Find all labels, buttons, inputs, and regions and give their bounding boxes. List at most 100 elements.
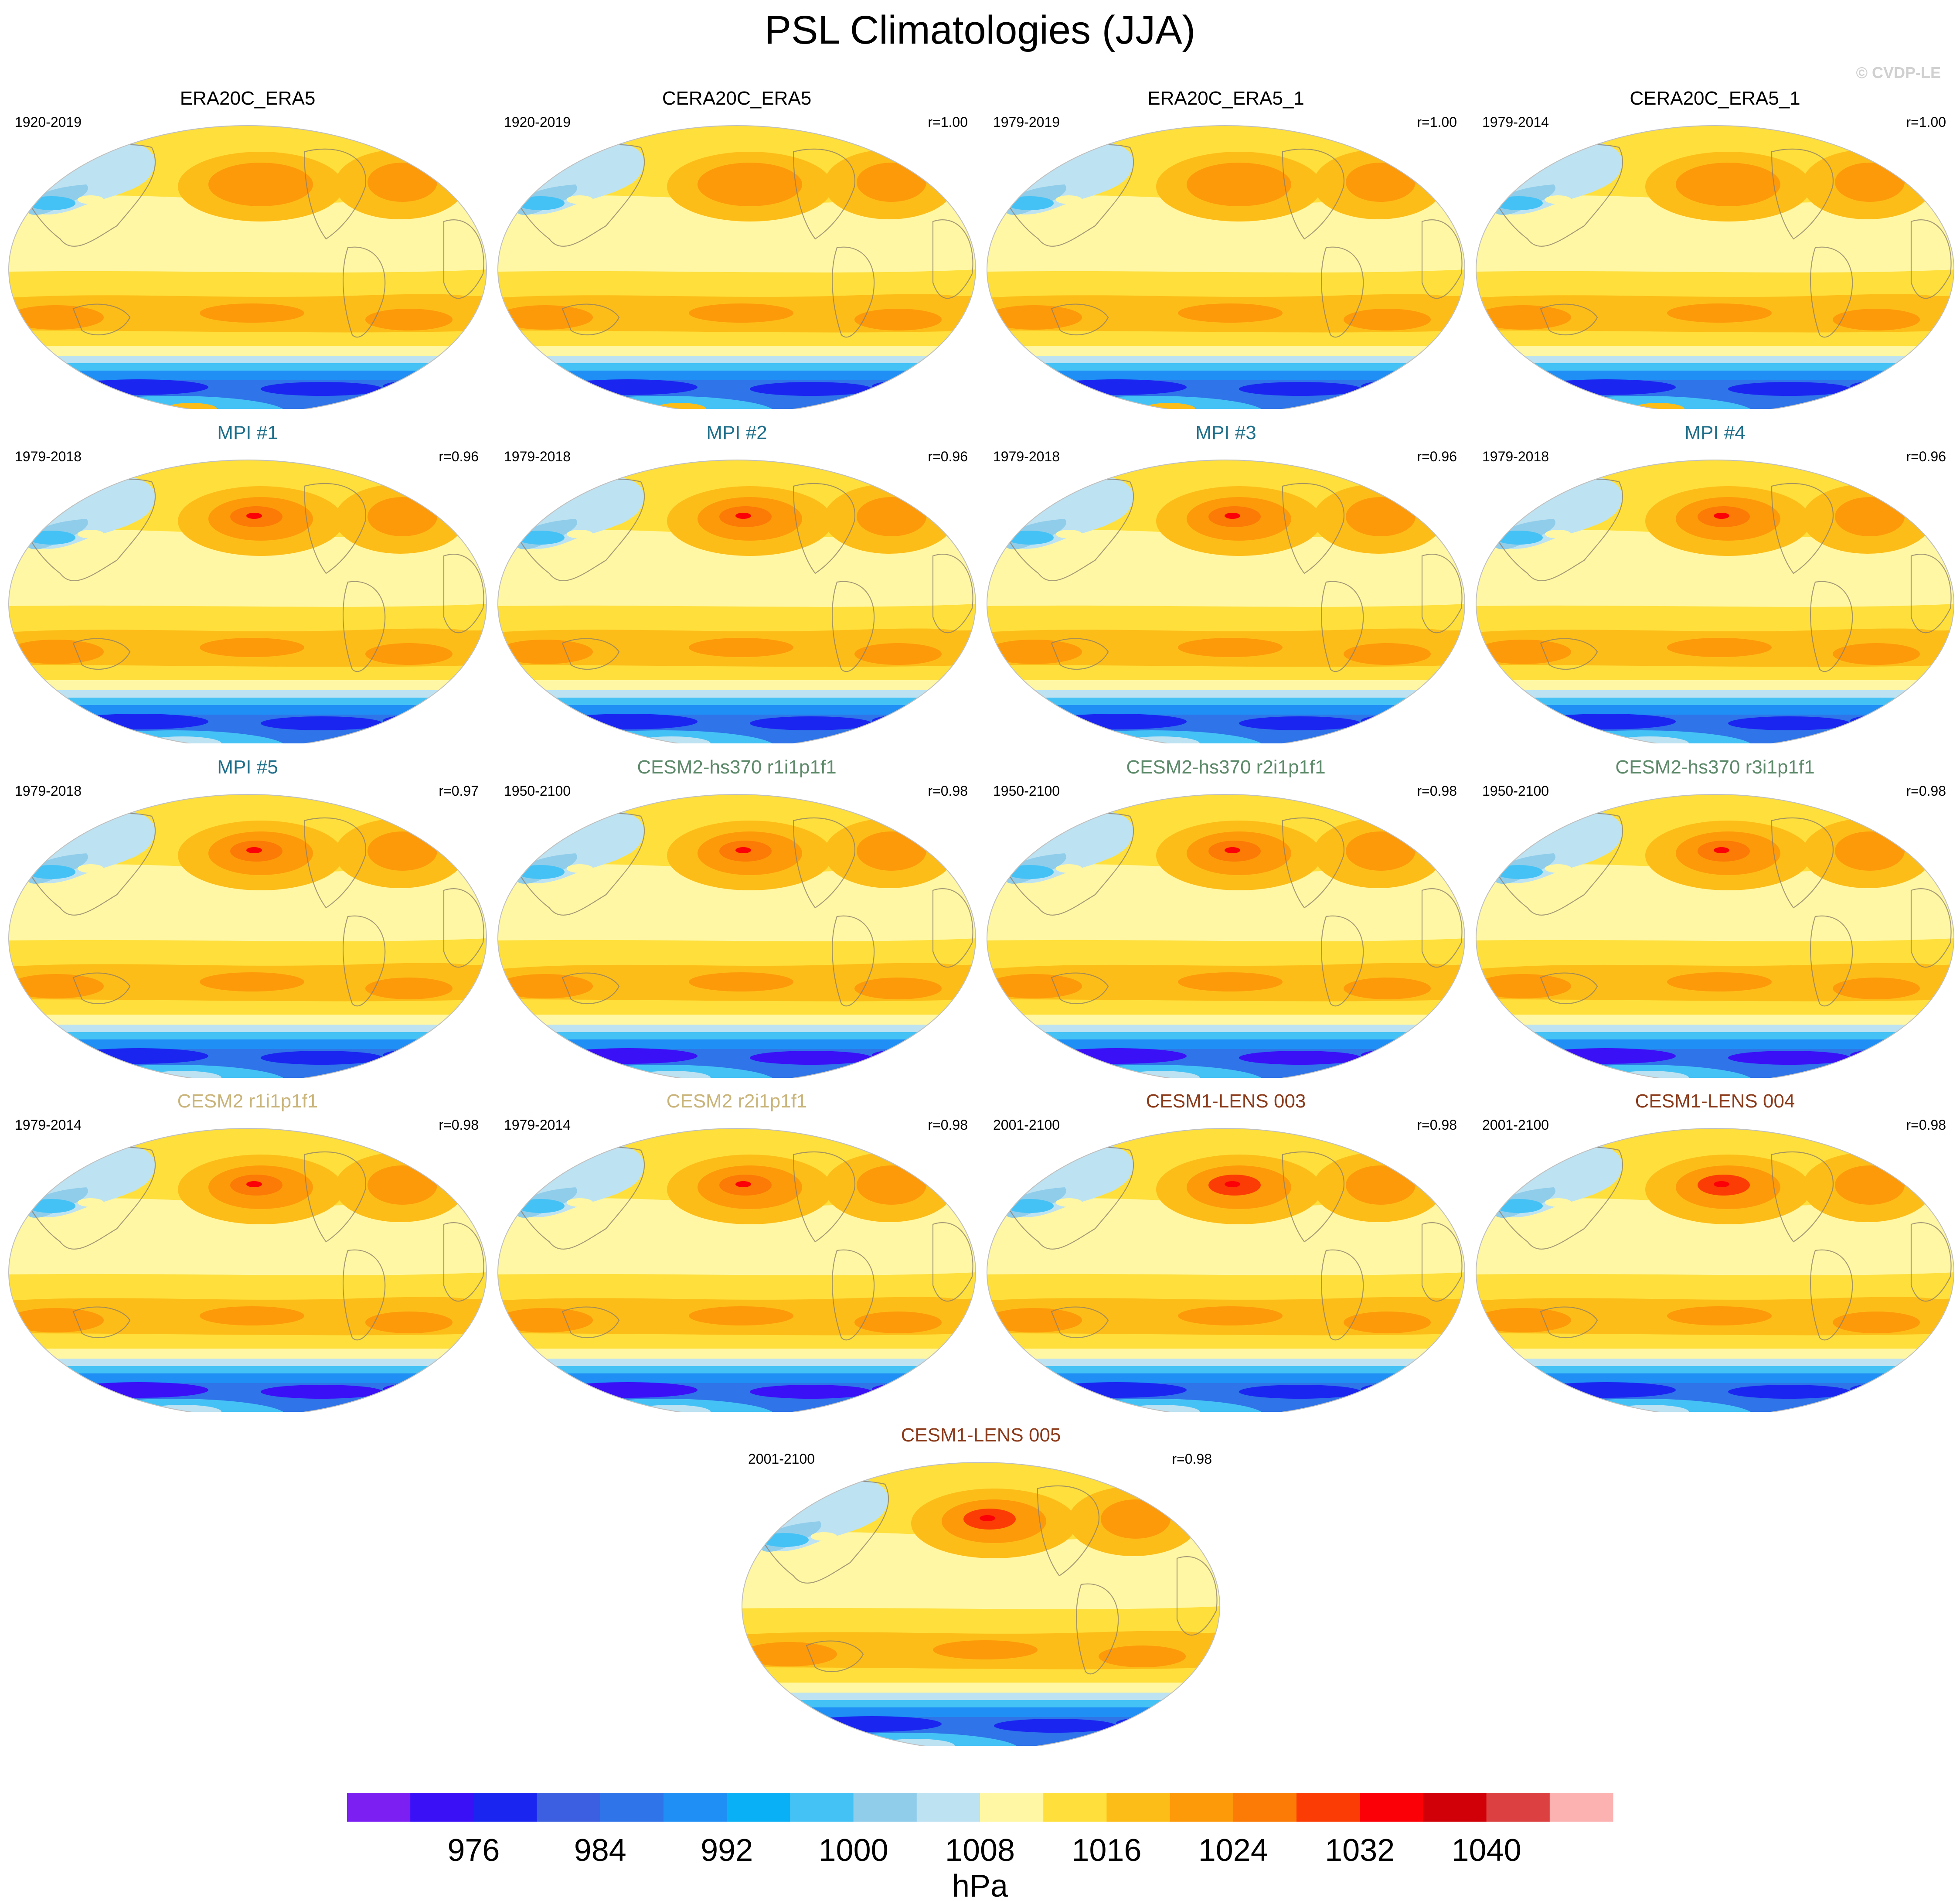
panel-years: 1920-2019	[504, 114, 571, 130]
panel-years: 1979-2018	[1482, 449, 1549, 464]
panel-title: CESM2-hs370 r3i1p1f1	[1615, 756, 1815, 778]
colorbar-swatch	[1043, 1793, 1107, 1822]
panel-title: CERA20C_ERA5_1	[1630, 88, 1800, 109]
colorbar-swatch	[410, 1793, 474, 1822]
panel-correlation: r=0.98	[1906, 783, 1946, 799]
panel-years: 1950-2100	[1482, 783, 1549, 799]
colorbar-tick-label: 1016	[1072, 1833, 1141, 1868]
colorbar-unit-label: hPa	[952, 1869, 1008, 1901]
panel-years: 1950-2100	[993, 783, 1060, 799]
panel-title: MPI #1	[217, 422, 278, 443]
panel-title: CERA20C_ERA5	[662, 88, 812, 109]
colorbar-swatch	[727, 1793, 790, 1822]
panel-title: ERA20C_ERA5_1	[1147, 88, 1304, 109]
map-panel: CESM2-hs370 r3i1p1f1 1950-2100 r=0.98	[1475, 755, 1955, 1078]
map-panel: CESM1-LENS 003 2001-2100 r=0.98	[986, 1089, 1466, 1412]
psl-map	[8, 1128, 487, 1412]
colorbar-tick-label: 1032	[1325, 1833, 1395, 1868]
colorbar-swatch	[664, 1793, 727, 1822]
panel-title: MPI #5	[217, 756, 278, 778]
panel-title: ERA20C_ERA5	[180, 88, 316, 109]
psl-map	[497, 794, 976, 1078]
colorbar-swatch	[1486, 1793, 1550, 1822]
panel-years: 1979-2019	[993, 114, 1060, 130]
panel-correlation: r=1.00	[1417, 114, 1457, 130]
colorbar-tick-label: 992	[701, 1833, 753, 1868]
colorbar-tick-label: 1000	[819, 1833, 888, 1868]
panel-correlation: r=0.96	[1906, 449, 1946, 464]
panel-correlation: r=0.98	[1906, 1117, 1946, 1133]
map-panel: CESM1-LENS 005 2001-2100 r=0.98	[741, 1423, 1221, 1746]
psl-map	[8, 125, 487, 409]
panel-years: 1979-2018	[993, 449, 1060, 464]
page-title: PSL Climatologies (JJA)	[764, 8, 1196, 52]
colorbar-swatch	[853, 1793, 917, 1822]
panel-years: 1979-2014	[504, 1117, 571, 1133]
psl-map	[1476, 1128, 1954, 1412]
panel-title: CESM1-LENS 003	[1146, 1090, 1306, 1112]
map-panel: MPI #4 1979-2018 r=0.96	[1475, 421, 1955, 743]
map-panel: CESM2-hs370 r1i1p1f1 1950-2100 r=0.98	[497, 755, 977, 1078]
panel-correlation: r=0.96	[1417, 449, 1457, 464]
panel-correlation: r=0.98	[928, 783, 968, 799]
psl-map	[1476, 460, 1954, 743]
map-panel: ERA20C_ERA5 1920-2019	[8, 86, 487, 409]
map-panel: MPI #3 1979-2018 r=0.96	[986, 421, 1466, 743]
colorbar-tick-label: 984	[574, 1833, 626, 1868]
panel-correlation: r=1.00	[928, 114, 968, 130]
colorbar-swatch	[1106, 1793, 1171, 1822]
panel-title: MPI #3	[1195, 422, 1256, 443]
psl-map	[987, 125, 1465, 409]
panel-correlation: r=0.98	[1172, 1451, 1212, 1467]
colorbar-tick-label: 1024	[1198, 1833, 1268, 1868]
map-panel: CERA20C_ERA5 1920-2019 r=1.00	[497, 86, 977, 409]
panel-title: CESM2-hs370 r2i1p1f1	[1126, 756, 1326, 778]
map-panel: MPI #5 1979-2018 r=0.97	[8, 755, 487, 1078]
copyright-label: © CVDP-LE	[1856, 64, 1941, 82]
panel-correlation: r=0.97	[439, 783, 479, 799]
colorbar-swatch	[1170, 1793, 1234, 1822]
psl-map	[742, 1462, 1220, 1746]
panel-years: 1979-2018	[504, 449, 571, 464]
panel-years: 1979-2014	[1482, 114, 1549, 130]
colorbar-swatch	[916, 1793, 980, 1822]
psl-map	[987, 1128, 1465, 1412]
colorbar-swatch	[473, 1793, 538, 1822]
panel-years: 1979-2014	[15, 1117, 82, 1133]
psl-map	[8, 460, 487, 743]
panel-correlation: r=0.98	[928, 1117, 968, 1133]
map-panel: CESM2 r2i1p1f1 1979-2014 r=0.98	[497, 1089, 977, 1412]
colorbar-swatch	[980, 1793, 1044, 1822]
colorbar-tick-label: 1008	[945, 1833, 1015, 1868]
map-panel: CERA20C_ERA5_1 1979-2014 r=1.00	[1475, 86, 1955, 409]
panel-title: CESM2 r2i1p1f1	[666, 1090, 807, 1112]
panel-years: 1979-2018	[15, 783, 82, 799]
colorbar-tick-label: 976	[447, 1833, 500, 1868]
colorbar-swatch	[1296, 1793, 1360, 1822]
panel-correlation: r=0.96	[439, 449, 479, 464]
map-panel: MPI #1 1979-2018 r=0.96	[8, 421, 487, 743]
panel-correlation: r=0.96	[928, 449, 968, 464]
panel-years: 2001-2100	[1482, 1117, 1549, 1133]
colorbar-swatch	[1423, 1793, 1487, 1822]
colorbar-swatch	[1233, 1793, 1297, 1822]
panel-title: CESM1-LENS 004	[1635, 1090, 1795, 1112]
map-panel: MPI #2 1979-2018 r=0.96	[497, 421, 977, 743]
colorbar-swatch	[600, 1793, 664, 1822]
panel-years: 1920-2019	[15, 114, 82, 130]
map-panel: CESM2 r1i1p1f1 1979-2014 r=0.98	[8, 1089, 487, 1412]
panel-years: 2001-2100	[993, 1117, 1060, 1133]
colorbar-swatch	[1549, 1793, 1613, 1822]
colorbar-swatch	[790, 1793, 854, 1822]
map-panel: CESM2-hs370 r2i1p1f1 1950-2100 r=0.98	[986, 755, 1466, 1078]
colorbar-swatch	[537, 1793, 601, 1822]
panel-correlation: r=1.00	[1906, 114, 1946, 130]
panel-title: MPI #4	[1684, 422, 1746, 443]
panel-years: 2001-2100	[748, 1451, 815, 1467]
psl-map	[1476, 794, 1954, 1078]
colorbar-swatch	[1360, 1793, 1423, 1822]
panel-title: MPI #2	[706, 422, 767, 443]
panel-correlation: r=0.98	[1417, 783, 1457, 799]
colorbar-tick-label: 1040	[1452, 1833, 1521, 1868]
panel-years: 1979-2018	[15, 449, 82, 464]
